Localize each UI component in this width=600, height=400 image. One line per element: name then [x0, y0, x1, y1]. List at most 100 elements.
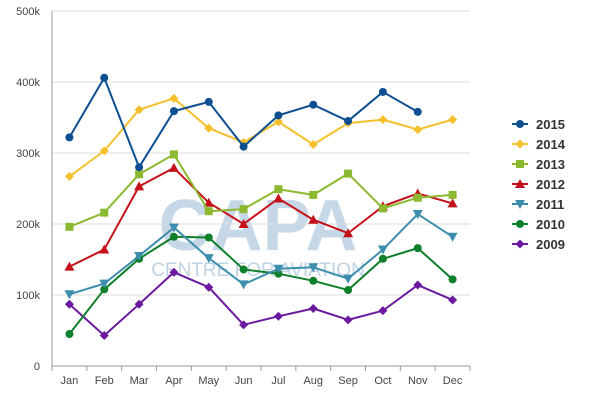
legend-item-2013[interactable]: 2013 — [512, 157, 565, 172]
data-point-2011 — [203, 254, 214, 264]
legend-item-2010[interactable]: 2010 — [512, 217, 565, 232]
data-point-2015 — [169, 107, 178, 116]
series-line-2015 — [68, 76, 419, 169]
data-point-2010 — [65, 330, 74, 339]
x-tick-label: Mar — [130, 375, 149, 387]
data-point-2011 — [238, 280, 249, 290]
data-point-2014 — [413, 125, 423, 135]
legend-label: 2011 — [536, 197, 564, 212]
data-point-2012 — [343, 228, 354, 238]
data-point-2015 — [344, 117, 353, 126]
x-tick-label: Dec — [443, 375, 463, 387]
data-point-2012 — [134, 181, 145, 191]
data-point-2011 — [412, 210, 423, 220]
series-2012 — [64, 162, 458, 271]
x-tick-label: Jun — [235, 375, 253, 387]
data-point-2010 — [169, 232, 178, 241]
series-2015 — [65, 73, 422, 172]
x-tick-label: Oct — [374, 375, 391, 387]
data-point-2009 — [64, 299, 74, 309]
x-tick-label: Jul — [271, 375, 285, 387]
data-point-2010 — [204, 233, 213, 242]
data-point-2015 — [204, 97, 213, 106]
data-point-2014 — [64, 171, 74, 181]
legend-label: 2012 — [536, 177, 565, 192]
x-axis-tick-labels: Jan Feb Mar Apr May Jun Jul Aug Sep Oct Nov Dec — [61, 375, 463, 387]
y-tick-label: 100k — [16, 290, 40, 302]
data-point-2012 — [203, 197, 214, 207]
legend-label: 2015 — [536, 117, 565, 132]
x-tick-label: May — [198, 375, 219, 387]
y-tick-label: 400k — [16, 77, 40, 89]
data-point-2013 — [274, 185, 283, 194]
series-2011 — [64, 210, 458, 300]
data-point-2009 — [204, 282, 214, 292]
data-point-2015 — [135, 163, 144, 172]
legend-item-2012[interactable]: 2012 — [512, 177, 565, 192]
series-line-2011 — [69, 213, 454, 296]
legend-marker — [515, 200, 525, 209]
legend-item-2009[interactable]: 2009 — [512, 237, 565, 252]
data-point-2011 — [447, 232, 458, 242]
legend-item-2014[interactable]: 2014 — [512, 137, 566, 152]
data-point-2015 — [309, 100, 318, 109]
data-point-2011 — [134, 251, 145, 261]
series-2009 — [64, 267, 458, 340]
data-point-2014 — [378, 115, 388, 125]
legend: 2015 2014 2013 2012 2011 2010 2009 — [512, 117, 566, 252]
legend-marker — [516, 120, 524, 128]
data-point-2009 — [448, 295, 458, 305]
data-point-2012 — [99, 244, 110, 254]
x-tick-label: Jan — [61, 375, 79, 387]
data-point-2015 — [100, 73, 109, 82]
x-tick-label: Aug — [303, 375, 323, 387]
legend-marker — [516, 160, 524, 168]
data-point-2009 — [308, 303, 318, 313]
data-point-2013 — [100, 208, 109, 217]
data-point-2011 — [343, 274, 354, 284]
data-point-2015 — [378, 87, 387, 96]
x-tick-label: Sep — [338, 375, 358, 387]
data-point-2013 — [239, 205, 248, 214]
series-line-2013 — [69, 153, 453, 228]
x-tick-label: Nov — [408, 375, 428, 387]
data-point-2009 — [413, 280, 423, 290]
data-point-2013 — [135, 170, 144, 179]
data-point-2012 — [273, 193, 284, 203]
data-point-2013 — [309, 190, 318, 199]
data-point-2010 — [448, 275, 457, 284]
data-point-2014 — [308, 139, 318, 149]
data-point-2011 — [308, 263, 319, 273]
y-axis-tick-labels: 0 100k 200k 300k 400k 500k — [16, 6, 40, 373]
data-point-2014 — [99, 146, 109, 156]
data-point-2012 — [168, 162, 179, 172]
data-point-2014 — [448, 115, 458, 125]
data-point-2009 — [134, 299, 144, 309]
data-point-2015 — [413, 107, 422, 116]
data-point-2013 — [344, 169, 353, 178]
data-point-2012 — [308, 214, 319, 224]
data-point-2014 — [204, 123, 214, 133]
legend-item-2015[interactable]: 2015 — [512, 117, 565, 132]
legend-label: 2013 — [536, 157, 565, 172]
data-point-2009 — [273, 311, 283, 321]
legend-item-2011[interactable]: 2011 — [512, 197, 564, 212]
data-point-2012 — [238, 219, 249, 228]
y-tick-label: 0 — [34, 361, 40, 373]
data-point-2011 — [99, 279, 110, 289]
data-point-2012 — [447, 198, 458, 208]
data-point-2015 — [239, 142, 248, 151]
x-tick-label: Feb — [95, 375, 114, 387]
data-point-2011 — [64, 290, 75, 300]
data-point-2013 — [413, 193, 422, 202]
data-point-2009 — [169, 267, 179, 277]
legend-marker — [515, 239, 525, 249]
data-point-2015 — [274, 111, 283, 120]
data-point-2013 — [204, 207, 213, 216]
data-point-2009 — [239, 320, 249, 330]
data-point-2013 — [378, 204, 387, 213]
series-2013 — [65, 150, 457, 231]
data-point-2010 — [378, 254, 387, 263]
data-point-2010 — [413, 244, 422, 253]
data-point-2011 — [168, 223, 179, 233]
